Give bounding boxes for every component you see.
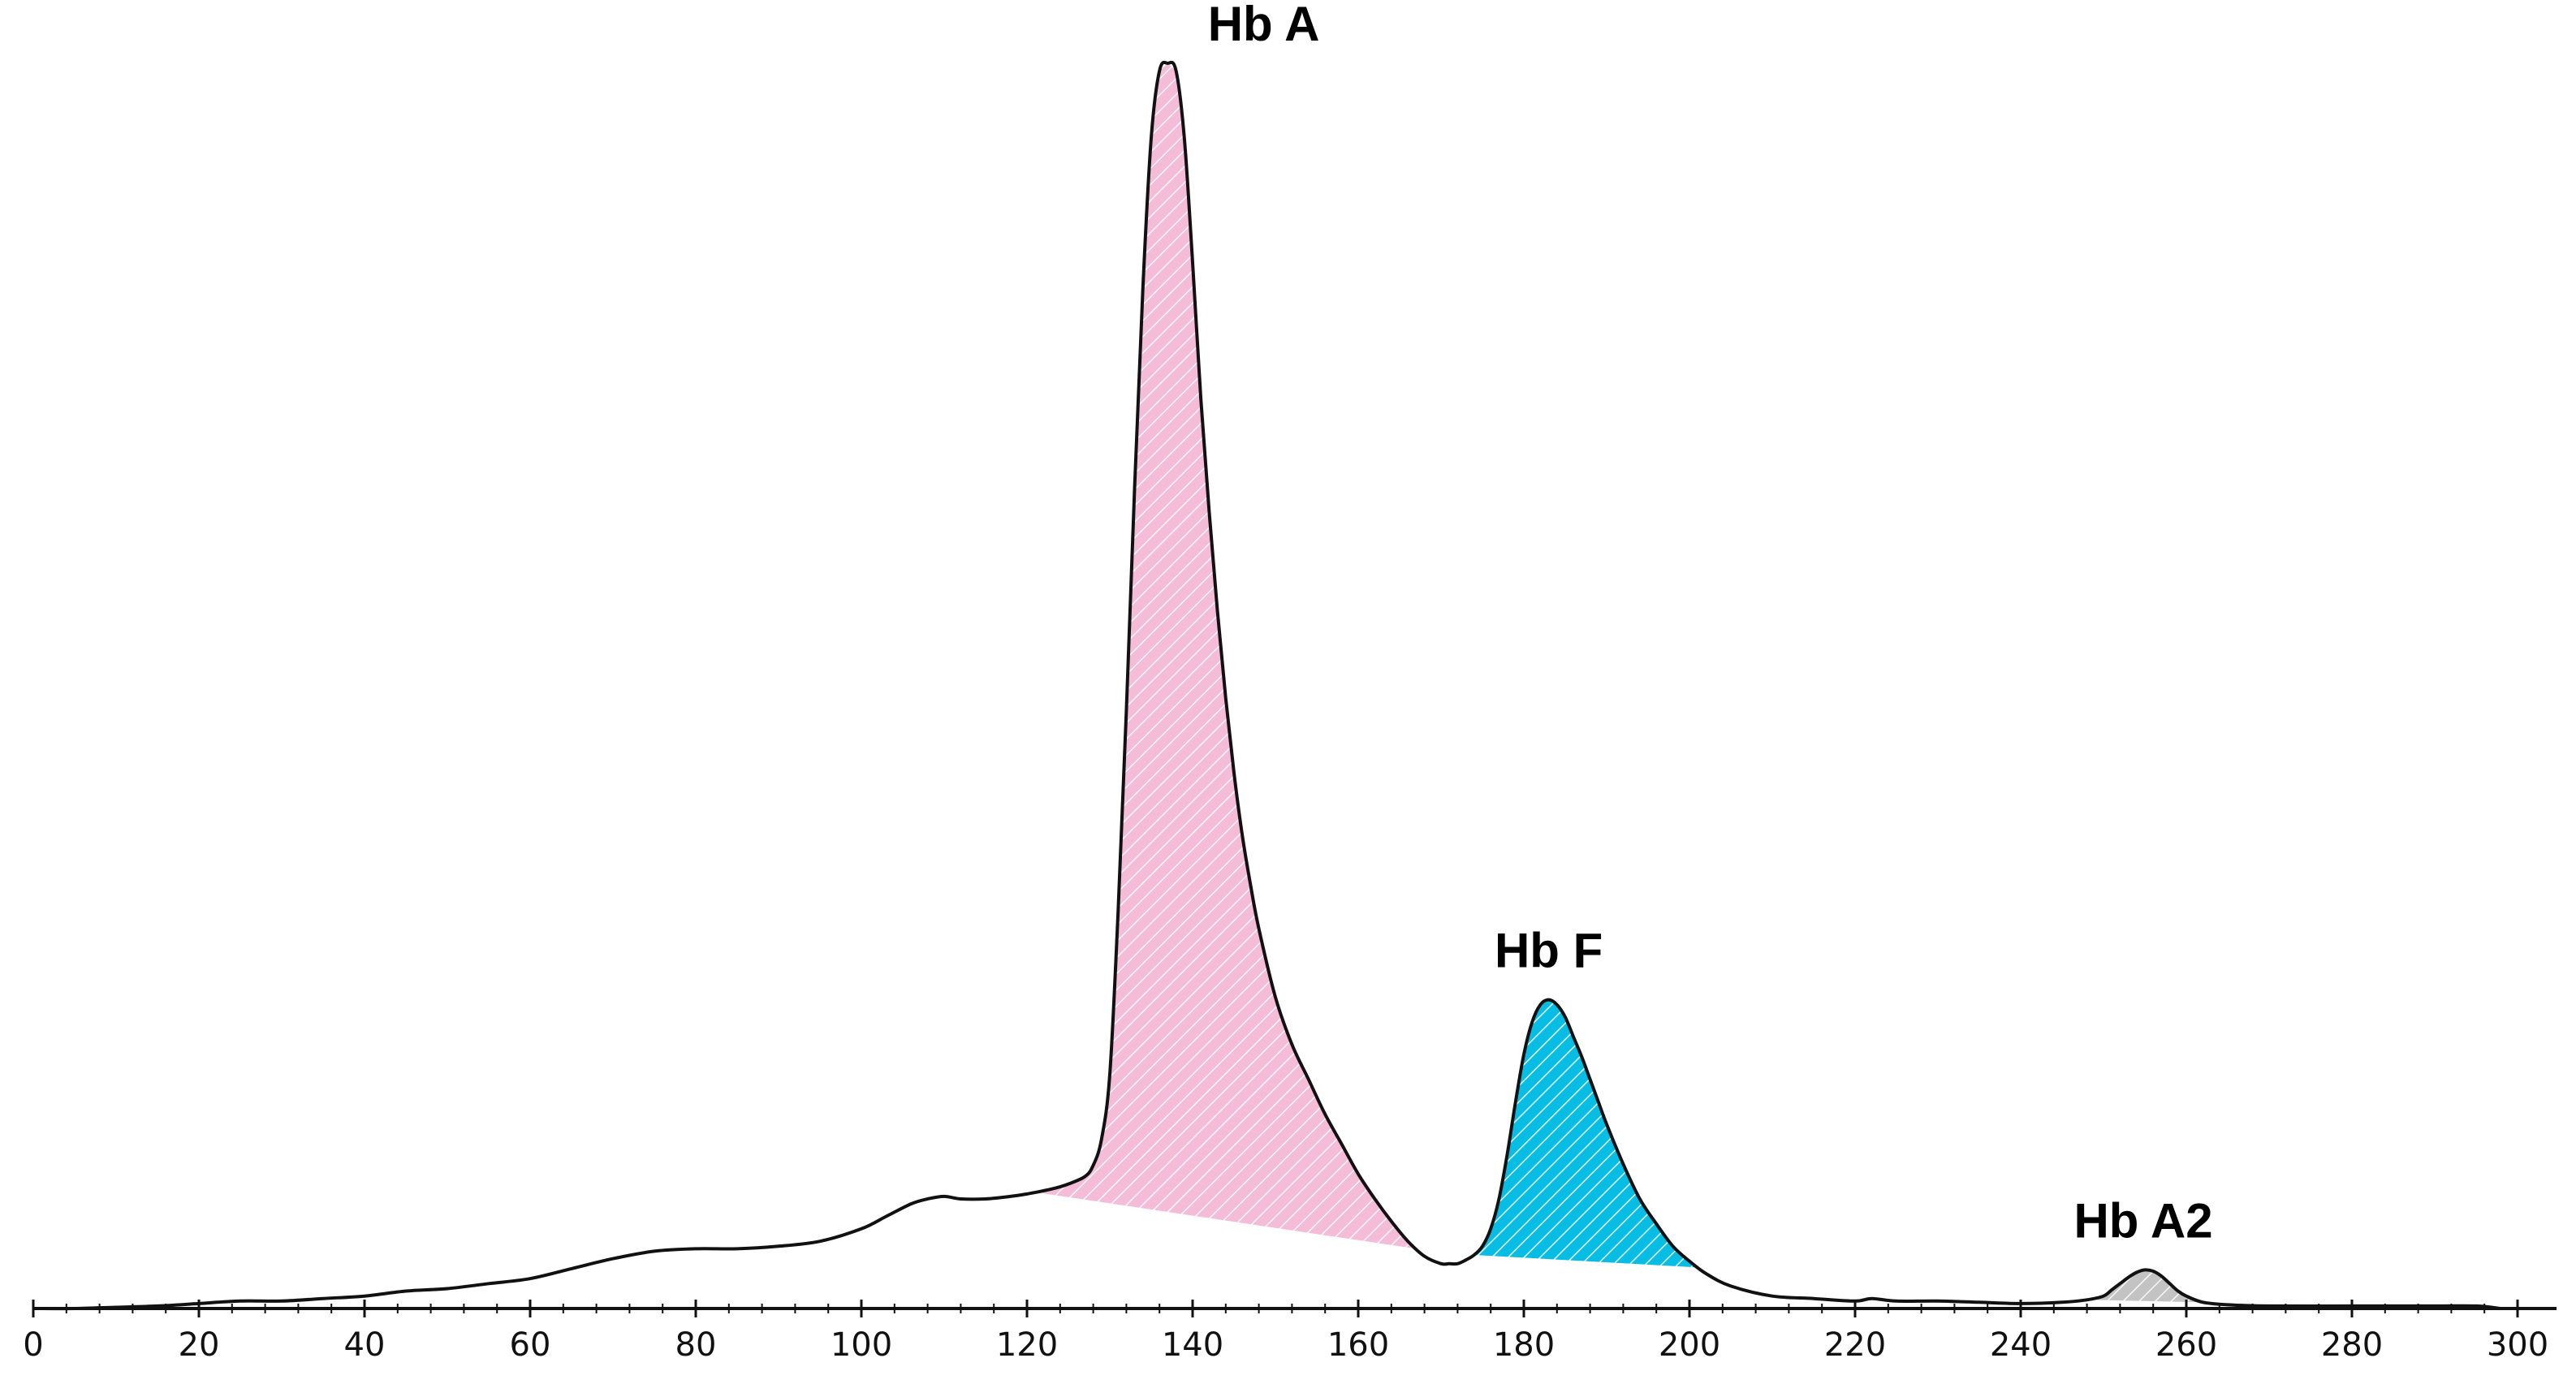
- x-tick-label: 200: [1659, 1326, 1720, 1364]
- x-tick-label: 260: [2155, 1326, 2217, 1364]
- x-tick-label: 240: [1990, 1326, 2052, 1364]
- peak-hatch-hb-a: [1035, 63, 1417, 1249]
- peak-label-hb-f: Hb F: [1495, 924, 1603, 978]
- x-tick-label: 180: [1493, 1326, 1555, 1364]
- x-axis: 0 20 40 60 80 100 120 140 160 180 200 220 240 260 280 3…: [23, 1300, 2557, 1364]
- x-tick-label: 20: [179, 1326, 220, 1364]
- peak-hatch-hb-f: [1474, 999, 1698, 1268]
- peak-label-hb-a: Hb A: [1208, 0, 1320, 51]
- trace-layer: [32, 60, 2501, 1311]
- x-tick-label: 0: [23, 1326, 43, 1364]
- x-tick-label: 60: [510, 1326, 551, 1364]
- x-tick-label: 100: [831, 1326, 892, 1364]
- peak-hatch-hb-a2: [2086, 1270, 2203, 1303]
- x-tick-label: 280: [2321, 1326, 2383, 1364]
- peak-label-hb-a2: Hb A2: [2073, 1193, 2212, 1248]
- x-tick-label: 160: [1327, 1326, 1389, 1364]
- x-tick-label: 80: [675, 1326, 717, 1364]
- x-tick-label: 220: [1824, 1326, 1886, 1364]
- chromatogram-trace: [32, 60, 2501, 1311]
- peak-labels: Hb A Hb F Hb A2: [1208, 0, 2213, 1248]
- x-tick-label: 40: [344, 1326, 386, 1364]
- x-tick-label: 300: [2487, 1326, 2548, 1364]
- x-tick-label: 120: [996, 1326, 1058, 1364]
- x-tick-label: 140: [1162, 1326, 1223, 1364]
- peak-fills: [1035, 63, 2203, 1303]
